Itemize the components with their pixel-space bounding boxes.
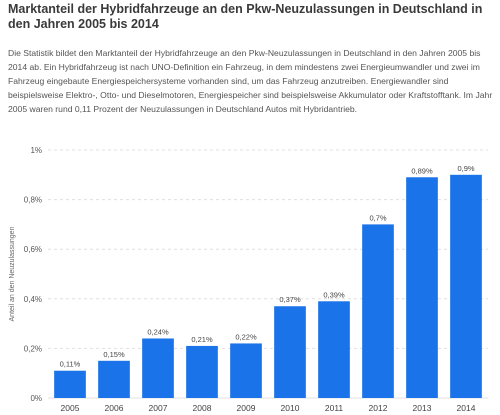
data-label: 0,9% bbox=[457, 164, 474, 173]
data-label: 0,37% bbox=[279, 295, 301, 304]
data-label: 0,7% bbox=[369, 213, 386, 222]
y-tick-label: 0,6% bbox=[24, 245, 42, 254]
x-tick-label: 2009 bbox=[237, 403, 256, 413]
y-axis-label: Anteil an den Neuzulassungen bbox=[9, 226, 16, 321]
data-label: 0,21% bbox=[191, 335, 213, 344]
x-tick-label: 2010 bbox=[281, 403, 300, 413]
y-tick-label: 0,2% bbox=[24, 344, 42, 353]
x-tick-label: 2006 bbox=[105, 403, 124, 413]
y-tick-label: 0% bbox=[30, 394, 42, 403]
data-label: 0,22% bbox=[235, 332, 257, 341]
data-label: 0,24% bbox=[147, 327, 169, 336]
data-label: 0,89% bbox=[411, 166, 433, 175]
bar[interactable] bbox=[406, 177, 438, 398]
bar[interactable] bbox=[450, 174, 482, 398]
x-tick-label: 2012 bbox=[369, 403, 388, 413]
bar[interactable] bbox=[142, 338, 174, 398]
x-tick-label: 2011 bbox=[325, 403, 344, 413]
bar[interactable] bbox=[230, 343, 262, 398]
x-tick-label: 2005 bbox=[61, 403, 80, 413]
data-label: 0,11% bbox=[60, 360, 81, 369]
description-text: Die Statistik bildet den Marktanteil der… bbox=[8, 48, 493, 114]
bar[interactable] bbox=[98, 360, 130, 398]
y-tick-label: 0,4% bbox=[24, 295, 42, 304]
bar[interactable] bbox=[274, 306, 306, 398]
bar[interactable] bbox=[362, 224, 394, 398]
data-label: 0,15% bbox=[103, 350, 125, 359]
bar[interactable] bbox=[54, 370, 86, 398]
x-tick-label: 2007 bbox=[149, 403, 168, 413]
bar[interactable] bbox=[186, 345, 218, 398]
x-tick-label: 2013 bbox=[413, 403, 432, 413]
bar[interactable] bbox=[318, 301, 350, 398]
x-tick-label: 2014 bbox=[457, 403, 476, 413]
page-title: Marktanteil der Hybridfahrzeuge an den P… bbox=[8, 2, 483, 31]
y-tick-label: 0,8% bbox=[24, 196, 42, 205]
y-tick-label: 1% bbox=[30, 146, 42, 155]
data-label: 0,39% bbox=[323, 290, 345, 299]
x-tick-label: 2008 bbox=[193, 403, 212, 413]
